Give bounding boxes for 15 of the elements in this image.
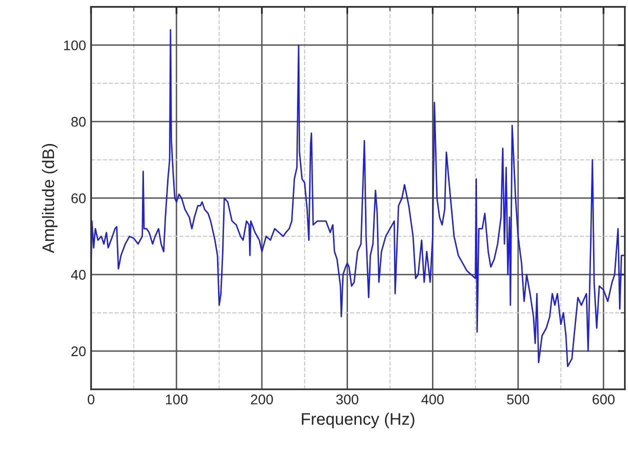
y-tick-label: 40 bbox=[71, 270, 86, 280]
y-tick-label: 100 bbox=[64, 40, 86, 50]
x-axis-title: Frequency (Hz) bbox=[302, 412, 414, 428]
x-tick-label: 300 bbox=[336, 394, 358, 404]
x-tick-label: 400 bbox=[421, 394, 444, 404]
x-tick-label: 600 bbox=[592, 394, 615, 404]
y-tick-label: 80 bbox=[71, 116, 86, 127]
x-tick-label: 0 bbox=[88, 394, 94, 404]
y-tick-label: 20 bbox=[71, 346, 86, 356]
x-tick-label: 100 bbox=[166, 394, 188, 404]
y-tick-label: 60 bbox=[71, 193, 86, 204]
y-axis-title: Amplitude (dB) bbox=[42, 144, 58, 254]
x-tick-label: 200 bbox=[250, 394, 273, 404]
x-tick-label: 500 bbox=[507, 394, 530, 404]
line-series bbox=[91, 29, 625, 368]
